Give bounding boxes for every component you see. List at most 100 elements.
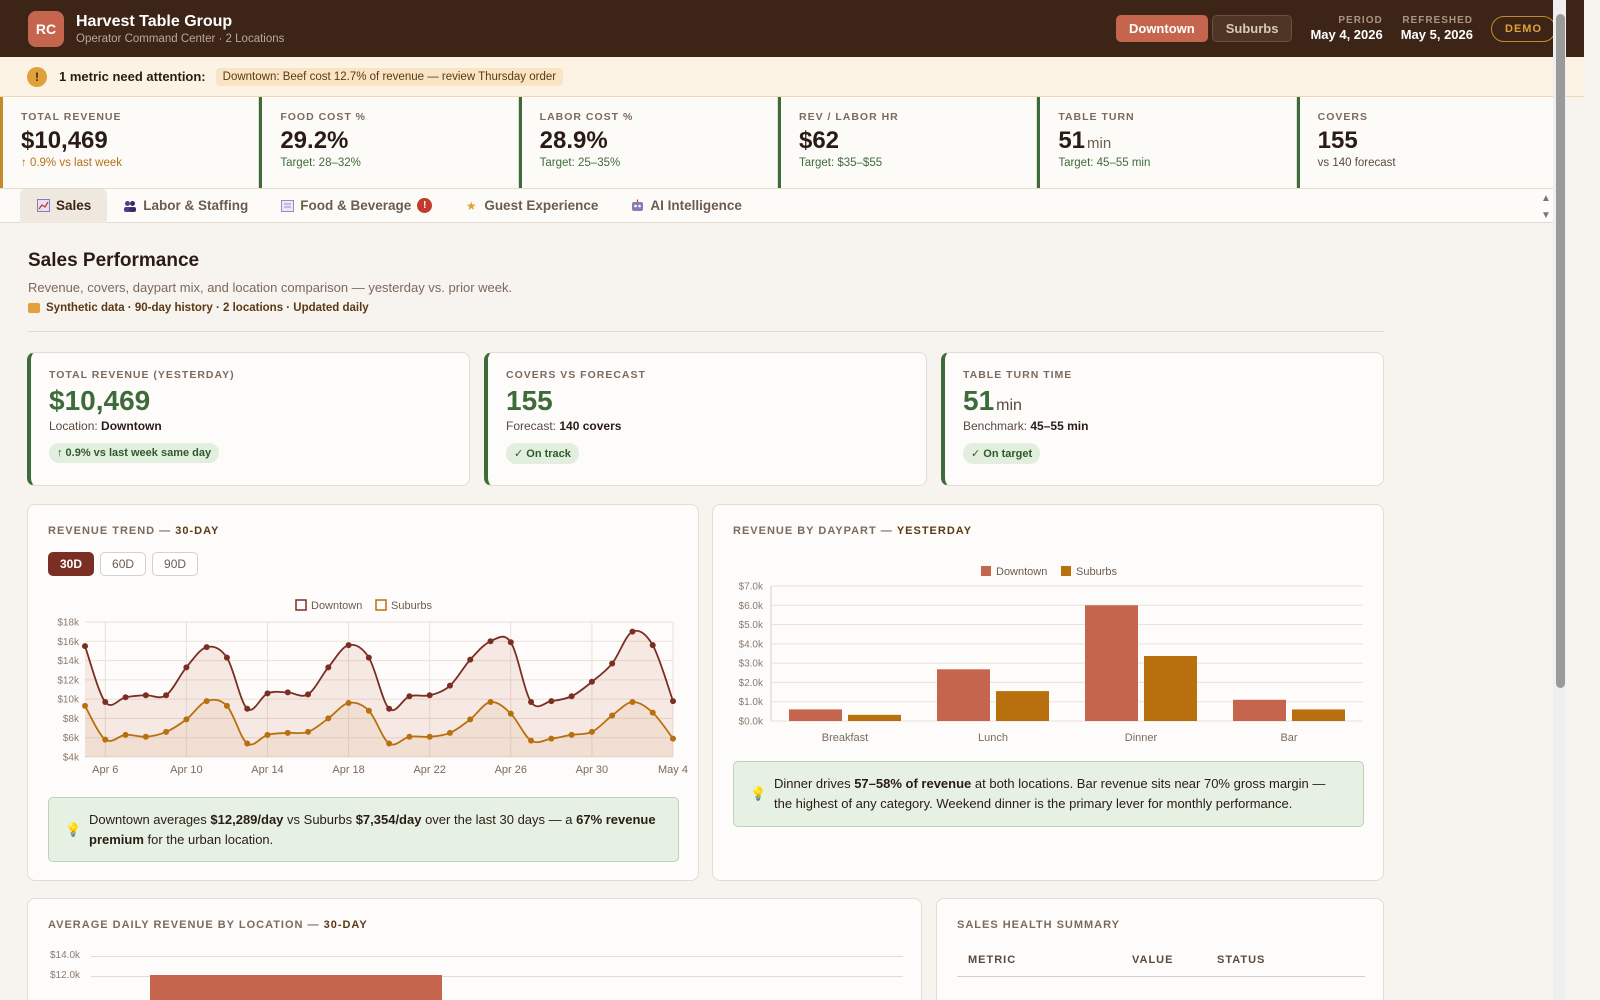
data-point xyxy=(446,682,453,689)
kpi-sub: Target: 28–32% xyxy=(280,157,361,169)
x-tick-label: May 4 xyxy=(658,764,688,776)
data-point xyxy=(528,699,535,706)
robot-icon xyxy=(630,199,644,213)
brand-subtitle: Operator Command Center · 2 Locations xyxy=(76,32,285,45)
bar-downtown-breakfast xyxy=(789,709,842,721)
refreshed-label: REFRESHED xyxy=(1402,15,1473,26)
tab-label: Guest Experience xyxy=(484,198,599,213)
kpi-label: TABLE TURN xyxy=(1058,111,1135,123)
card-title: AVERAGE DAILY REVENUE BY LOCATION — 30-D… xyxy=(48,919,368,931)
data-point xyxy=(183,664,190,671)
top-header: RC Harvest Table Group Operator Command … xyxy=(0,0,1584,57)
folder-icon xyxy=(28,303,40,313)
y-tick-label: $4k xyxy=(63,753,80,764)
daypart-insight: 💡 Dinner drives 57–58% of revenue at bot… xyxy=(733,761,1364,827)
tab-labor-staffing[interactable]: Labor & Staffing xyxy=(107,189,264,223)
x-tick-label: Breakfast xyxy=(822,732,868,744)
location-button-downtown[interactable]: Downtown xyxy=(1115,15,1208,42)
scroll-down-icon[interactable]: ▼ xyxy=(1541,210,1551,221)
data-point xyxy=(122,694,129,701)
daypart-card: REVENUE BY DAYPART — YESTERDAY Downtown S… xyxy=(712,504,1384,881)
bar-suburbs-bar xyxy=(1292,709,1345,721)
data-point xyxy=(203,698,210,705)
data-point xyxy=(345,642,352,649)
trend-insight-text: Downtown averages $12,289/day vs Suburbs… xyxy=(89,812,656,847)
data-point xyxy=(609,712,616,719)
y-tick-label: $12.0k xyxy=(50,970,81,981)
tab-ai-intelligence[interactable]: AI Intelligence xyxy=(614,189,758,223)
refreshed-value: May 5, 2026 xyxy=(1400,27,1473,42)
data-point xyxy=(487,638,494,645)
bar-downtown-lunch xyxy=(937,669,990,721)
data-point xyxy=(406,693,413,700)
page-scrollbar-thumb[interactable] xyxy=(1556,14,1565,688)
tab-guest-experience[interactable]: ★ Guest Experience xyxy=(448,189,614,223)
data-point xyxy=(163,728,170,735)
location-button-suburbs[interactable]: Suburbs xyxy=(1211,15,1293,42)
y-tick-label: $14.0k xyxy=(50,950,81,961)
table-header-divider xyxy=(957,976,1365,977)
tab-label: Sales xyxy=(56,198,92,213)
y-tick-label: $8k xyxy=(63,714,80,725)
alert-text: 1 metric need attention: xyxy=(59,69,206,84)
data-point xyxy=(244,740,251,747)
tab-sales[interactable]: Sales xyxy=(20,188,108,223)
kpi-label: FOOD COST % xyxy=(280,111,366,123)
y-tick-label: $6k xyxy=(63,733,80,744)
range-selector: 30D 60D 90D xyxy=(48,552,204,576)
daypart-insight-text: Dinner drives 57–58% of revenue at both … xyxy=(774,776,1326,811)
data-point xyxy=(325,715,332,722)
x-tick-label: Apr 10 xyxy=(170,764,202,776)
y-tick-label: $4.0k xyxy=(739,639,764,650)
alert-badge: ! xyxy=(417,198,433,213)
stat-card-table-turn: TABLE TURN TIME 51 min Benchmark: 45–55 m… xyxy=(941,352,1384,486)
status-pill: ↑ 0.9% vs last week same day xyxy=(49,443,220,463)
card-title: SALES HEALTH SUMMARY xyxy=(957,919,1120,931)
stat-detail: Location: Downtown xyxy=(49,419,162,433)
kpi-value: 155 xyxy=(1317,127,1358,154)
warning-icon: ! xyxy=(27,66,47,87)
data-point xyxy=(345,700,352,706)
kpi-sub: Target: 45–55 min xyxy=(1058,157,1151,169)
kpi-covers: COVERS 155 vs 140 forecast xyxy=(1296,97,1556,188)
period-label: PERIOD xyxy=(1338,15,1383,26)
y-tick-label: $6.0k xyxy=(739,601,764,612)
data-point xyxy=(82,702,88,709)
scroll-up-icon[interactable]: ▲ xyxy=(1541,193,1551,204)
range-button-90d[interactable]: 90D xyxy=(152,552,199,576)
alert-detail-chip[interactable]: Downtown: Beef cost 12.7% of revenue — r… xyxy=(215,67,564,86)
legend-label-suburbs: Suburbs xyxy=(391,600,432,612)
tab-food-beverage[interactable]: Food & Beverage ! xyxy=(264,189,448,223)
x-tick-label: Lunch xyxy=(978,732,1008,744)
data-point xyxy=(629,628,636,635)
card-title: REVENUE BY DAYPART — YESTERDAY xyxy=(733,525,973,537)
demo-badge: DEMO xyxy=(1491,15,1556,42)
range-button-60d[interactable]: 60D xyxy=(100,552,147,576)
y-tick-label: $12k xyxy=(57,675,80,686)
section-title: Sales Performance xyxy=(28,250,200,271)
tab-scroll-arrows[interactable]: ▲ ▼ xyxy=(1538,190,1554,224)
data-point xyxy=(548,735,555,742)
data-point xyxy=(264,690,271,697)
kpi-labor-cost: LABOR COST % 28.9% Target: 25–35% xyxy=(518,97,778,188)
column-header-value: VALUE xyxy=(1132,954,1174,966)
brand-logo: RC xyxy=(28,10,64,47)
kpi-sub: Target: $35–$55 xyxy=(798,157,883,169)
section-description: Revenue, covers, daypart mix, and locati… xyxy=(28,280,513,295)
data-point xyxy=(163,692,170,699)
period-meta: PERIOD May 4, 2026 xyxy=(1310,15,1382,42)
y-tick-label: $0.0k xyxy=(739,717,764,728)
stat-detail: Benchmark: 45–55 min xyxy=(963,419,1089,433)
data-point xyxy=(446,729,453,736)
y-tick-label: $3.0k xyxy=(739,659,764,670)
data-point xyxy=(548,698,555,705)
kpi-label: LABOR COST % xyxy=(539,111,634,123)
y-tick-label: $2.0k xyxy=(739,678,764,689)
data-point xyxy=(426,733,433,740)
data-point xyxy=(609,660,616,667)
kpi-label: REV / LABOR HR xyxy=(798,111,899,123)
data-point xyxy=(223,702,230,709)
legend-swatch-suburbs xyxy=(375,599,387,611)
range-button-30d[interactable]: 30D xyxy=(48,552,95,576)
data-point xyxy=(305,691,312,698)
